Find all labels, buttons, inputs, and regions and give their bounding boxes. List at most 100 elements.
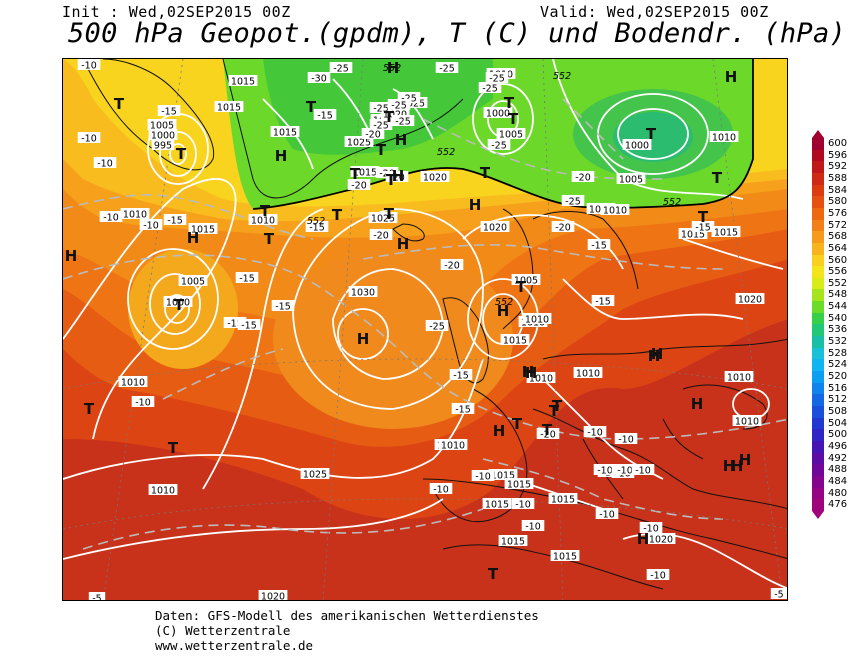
svg-text:1015: 1015 (551, 495, 575, 506)
svg-text:1005: 1005 (150, 121, 174, 132)
svg-text:-15: -15 (167, 216, 183, 227)
svg-text:-25: -25 (395, 117, 411, 128)
scale-value: 572 (828, 219, 848, 231)
svg-text:-20: -20 (365, 130, 381, 141)
low-center-marker: T (386, 171, 397, 189)
low-center-marker: T (488, 565, 499, 583)
map-label: 1010 (438, 439, 468, 452)
low-center-marker: T (508, 110, 519, 128)
svg-text:-10: -10 (103, 213, 119, 224)
map-label: -10 (93, 157, 117, 170)
svg-text:1015: 1015 (191, 225, 215, 236)
svg-text:-25: -25 (565, 197, 581, 208)
low-center-marker: T (114, 95, 125, 113)
svg-text:1020: 1020 (649, 535, 673, 546)
map-label: 1015 (504, 478, 534, 491)
svg-text:995: 995 (154, 141, 172, 152)
svg-text:-20: -20 (555, 223, 571, 234)
svg-text:-25: -25 (333, 64, 349, 75)
map-label: -20 (361, 128, 385, 141)
map-label: -10 (521, 520, 545, 533)
map-label: -10 (646, 569, 670, 582)
map-label: 1010 (573, 367, 603, 380)
svg-text:-10: -10 (515, 500, 531, 511)
svg-text:-15: -15 (275, 302, 291, 313)
svg-text:-10: -10 (617, 466, 633, 477)
svg-text:-20: -20 (575, 173, 591, 184)
svg-text:-10: -10 (81, 134, 97, 145)
scale-value: 564 (828, 242, 848, 254)
scale-swatch (812, 464, 824, 477)
svg-text:1005: 1005 (181, 277, 205, 288)
svg-text:1000: 1000 (486, 109, 510, 120)
low-center-marker: T (712, 169, 723, 187)
svg-text:1005: 1005 (619, 175, 643, 186)
scale-swatch (812, 207, 824, 221)
svg-text:-25: -25 (482, 84, 498, 95)
svg-text:-5: -5 (774, 590, 783, 601)
map-label: -15 (237, 319, 261, 332)
map-label: -15 (587, 239, 611, 252)
low-center-marker: T (176, 145, 187, 163)
scale-swatch (812, 301, 824, 314)
map-label: -25 (425, 320, 449, 333)
credits-url: www.wetterzentrale.de (155, 638, 314, 653)
low-center-marker: T (542, 421, 553, 439)
scale-value: 528 (828, 347, 848, 359)
svg-text:-15: -15 (595, 297, 611, 308)
map-label: -25 (369, 102, 393, 115)
scale-swatch (812, 289, 824, 302)
low-center-marker: T (174, 296, 185, 314)
scale-swatch (812, 336, 824, 349)
svg-text:1015: 1015 (714, 228, 738, 239)
map-label: -10 (595, 508, 619, 521)
map-label: -15 (449, 369, 473, 382)
scale-swatch (812, 149, 824, 162)
scale-swatch (812, 172, 824, 186)
map-label: -10 (639, 522, 663, 535)
svg-text:-15: -15 (241, 321, 257, 332)
svg-text:-10: -10 (135, 398, 151, 409)
scale-swatch (812, 242, 824, 255)
scale-bottom-arrow (812, 510, 824, 519)
svg-text:-10: -10 (597, 466, 613, 477)
low-center-marker: T (516, 278, 527, 296)
geopot-552-line (252, 59, 754, 210)
high-center-marker: H (725, 68, 738, 86)
svg-text:1010: 1010 (576, 369, 600, 380)
map-label: 1010 (522, 313, 552, 326)
scale-swatch (812, 440, 824, 454)
init-time: Init : Wed,02SEP2015 00Z (62, 3, 291, 21)
map-label: -15 (691, 221, 715, 234)
svg-text:1015: 1015 (217, 103, 241, 114)
svg-text:1025: 1025 (371, 214, 395, 225)
scale-swatch (812, 266, 824, 279)
map-label: -5 (770, 588, 787, 601)
high-center-marker: H (651, 345, 664, 363)
high-center-marker: H (723, 457, 736, 475)
map-label: -15 (157, 105, 181, 118)
svg-text:1010: 1010 (123, 210, 147, 221)
map-label: -10 (77, 59, 101, 72)
scale-value: 532 (828, 336, 848, 348)
svg-text:1010: 1010 (603, 206, 627, 217)
high-blob-orange (273, 249, 513, 429)
map-label: 1010 (120, 208, 150, 221)
map-label: 1010 (118, 376, 148, 389)
scale-value: 524 (828, 359, 848, 371)
map-label: -10 (593, 464, 617, 477)
map-label: 1020 (480, 221, 510, 234)
scale-swatch (812, 452, 824, 465)
svg-text:-25: -25 (489, 74, 505, 85)
valid-time: Valid: Wed,02SEP2015 00Z (540, 3, 769, 21)
svg-text:1000: 1000 (151, 131, 175, 142)
map-label: -10 (613, 464, 637, 477)
scale-swatch (812, 254, 824, 267)
map-label: -10 (471, 470, 495, 483)
svg-text:-15: -15 (309, 223, 325, 234)
svg-text:1015: 1015 (553, 552, 577, 563)
map-label: -15 (451, 403, 475, 416)
scale-value: 520 (828, 371, 848, 382)
svg-text:1020: 1020 (483, 223, 507, 234)
map-label: -30 (307, 72, 331, 85)
